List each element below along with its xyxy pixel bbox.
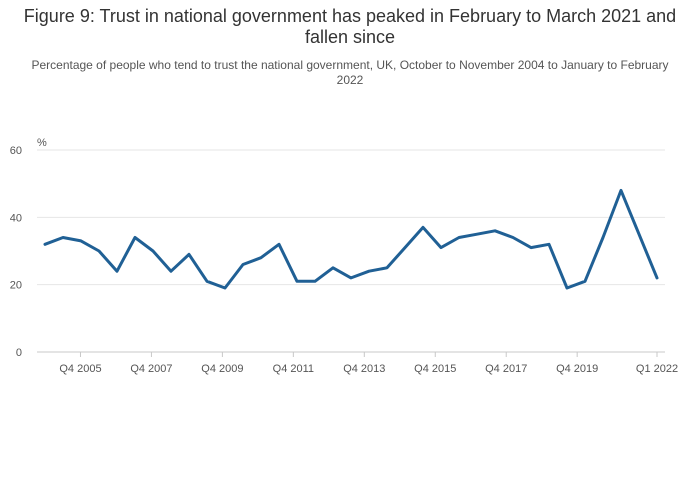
chart-subtitle: Percentage of people who tend to trust t…: [31, 58, 669, 87]
series-line: [43, 188, 659, 290]
y-axis-unit-label: %: [37, 137, 47, 149]
x-tick-label: Q1 2022: [636, 363, 678, 375]
x-tick-label: Q4 2009: [201, 363, 243, 375]
x-tick-label: Q4 2017: [485, 363, 527, 375]
x-tick-label: Q4 2005: [59, 363, 101, 375]
x-tick-label: Q4 2019: [556, 363, 598, 375]
y-tick-label: 20: [10, 280, 22, 292]
x-tick-label: Q4 2011: [273, 363, 314, 375]
x-tick-label: Q4 2013: [343, 363, 385, 375]
y-tick-label: 60: [10, 145, 22, 157]
y-tick-label: 40: [10, 212, 22, 224]
x-tick-label: Q4 2007: [130, 363, 172, 375]
y-tick-label: 0: [16, 347, 22, 359]
chart-title: Figure 9: Trust in national government h…: [23, 6, 677, 47]
x-tick-label: Q4 2015: [414, 363, 456, 375]
